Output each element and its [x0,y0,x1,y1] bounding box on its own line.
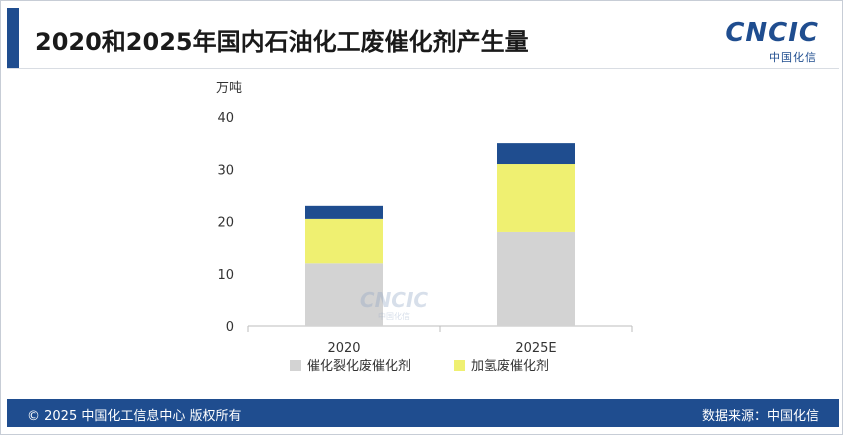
y-tick-label: 10 [217,268,234,283]
x-tick-label: 2020 [327,341,360,356]
cncic-watermark: CNCIC 中国化信 [360,288,429,321]
bar-segment [305,263,383,326]
data-source-text: 数据来源：中国化信 [701,409,819,424]
y-axis-ticks: 0 10 20 30 40 [217,111,234,335]
bar-segment [497,231,575,326]
footer: © 2025 中国化工信息中心 版权所有 数据来源：中国化信 [7,399,839,427]
title-accent-bar [7,8,19,68]
legend-label: 加氢废催化剂 [471,358,549,374]
legend: 催化裂化废催化剂 加氢废催化剂 [290,358,549,374]
logo-subtext: 中国化信 [769,51,817,64]
x-tick-label: 2025E [515,341,556,356]
x-axis-separators [247,326,633,332]
y-axis-unit-label: 万吨 [216,81,242,96]
y-tick-label: 0 [226,320,234,335]
y-tick-label: 20 [217,216,234,231]
stacked-bar-chart: 万吨 0 10 20 30 40 2020 2025E CNCIC 中国化信 催化裂化废催… [216,81,633,374]
chart-title: 2020和2025年国内石油化工废催化剂产生量 [35,28,529,56]
bar-segment [305,205,383,219]
legend-label: 催化裂化废催化剂 [307,358,411,374]
cncic-logo: CNCIC 中国化信 [709,16,819,66]
legend-swatch [290,360,301,371]
watermark-subtext: 中国化信 [378,311,410,321]
x-axis-labels: 2020 2025E [327,341,556,356]
header-divider [7,68,839,69]
bars [305,143,575,326]
bar-segment [497,164,575,232]
y-tick-label: 30 [217,163,234,178]
logo-text: CNCIC [725,18,819,48]
copyright-text: © 2025 中国化工信息中心 版权所有 [27,409,242,424]
watermark-text: CNCIC [360,288,429,312]
bar-segment [497,143,575,165]
legend-swatch [454,360,465,371]
y-tick-label: 40 [217,111,234,126]
bar-segment [305,218,383,264]
header: 2020和2025年国内石油化工废催化剂产生量 CNCIC 中国化信 [7,8,839,68]
